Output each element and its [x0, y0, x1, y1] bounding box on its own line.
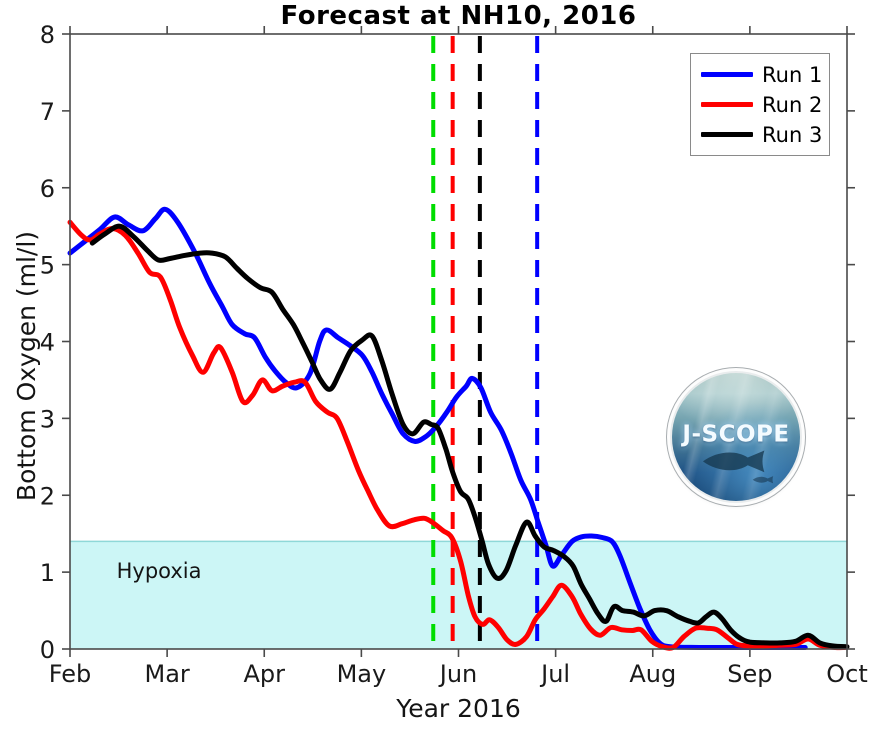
y-tick-label: 6: [40, 175, 55, 203]
y-tick-label: 1: [40, 559, 55, 587]
legend-line-sample-run2: [701, 102, 753, 107]
y-axis-ticks: 0 1 2 3 4 5 6 7 8: [40, 21, 855, 664]
y-tick-label: 4: [40, 329, 55, 357]
x-tick-label: Aug: [629, 660, 676, 688]
y-tick-label: 7: [40, 98, 55, 126]
legend-label-run1: Run 1: [762, 62, 823, 87]
legend-line-sample-run1: [701, 72, 753, 77]
legend-label-run2: Run 2: [762, 92, 823, 117]
y-tick-label: 5: [40, 252, 55, 280]
x-tick-label: May: [337, 660, 387, 688]
legend-line-sample-run3: [701, 132, 753, 137]
y-tick-label: 0: [40, 636, 55, 664]
legend-label-run3: Run 3: [762, 122, 823, 147]
y-tick-label: 3: [40, 405, 55, 433]
x-tick-label: Mar: [144, 660, 189, 688]
y-tick-label: 2: [40, 482, 55, 510]
x-tick-label: Jun: [438, 660, 478, 688]
x-axis-ticks: Feb Mar Apr May Jun Jul Aug Sep Oct: [49, 26, 868, 688]
series-line-run-3: [89, 223, 850, 650]
jscope-logo-text: J-SCOPE: [682, 421, 790, 448]
x-tick-label: Jul: [539, 660, 570, 688]
chart-title: Forecast at NH10, 2016: [280, 1, 637, 31]
small-fish-icon: [753, 476, 774, 484]
fish-silhouette-icon: [702, 450, 765, 473]
legend-item-run3: Run 3: [701, 122, 823, 147]
x-tick-label: Oct: [826, 660, 868, 688]
x-axis-label: Year 2016: [396, 694, 521, 723]
x-tick-label: Apr: [243, 660, 285, 688]
legend-item-run2: Run 2: [701, 92, 823, 117]
series-line-run-2: [67, 219, 848, 651]
legend-item-run1: Run 1: [701, 62, 823, 87]
x-tick-label: Sep: [727, 660, 772, 688]
hypoxia-band-label: Hypoxia: [116, 559, 202, 584]
forecast-vlines: [431, 36, 540, 648]
y-axis-label: Bottom Oxygen (ml/l): [12, 230, 41, 502]
legend: Run 1 Run 2 Run 3: [690, 53, 830, 156]
jscope-logo: J-SCOPE: [672, 373, 800, 501]
x-tick-label: Feb: [49, 660, 92, 688]
series-line-run-1: [67, 206, 808, 651]
y-tick-label: 8: [40, 21, 55, 49]
